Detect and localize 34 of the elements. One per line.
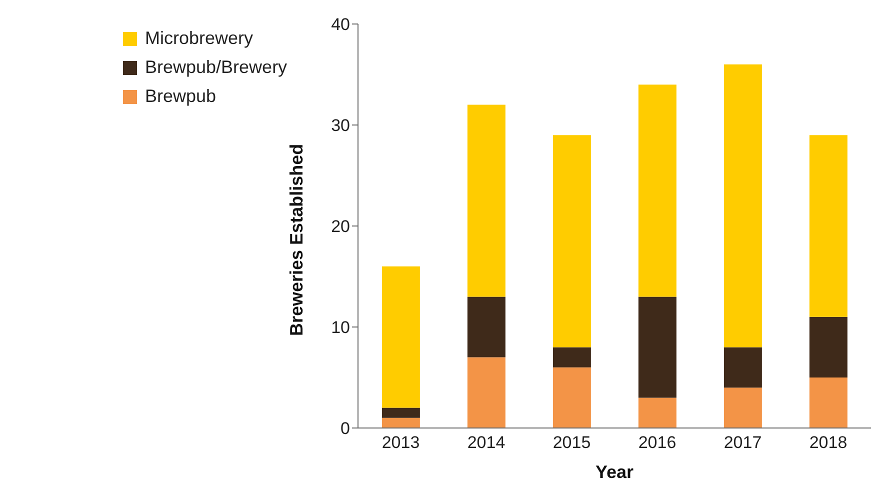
bar	[724, 347, 762, 388]
bar	[467, 296, 506, 358]
bar	[638, 296, 676, 398]
bar	[382, 266, 420, 408]
bar	[638, 398, 676, 428]
legend-label: Brewpub/Brewery	[145, 57, 288, 78]
bar	[724, 64, 762, 348]
bar	[638, 84, 676, 297]
bar	[724, 388, 762, 428]
x-tick-label: 2013	[382, 433, 420, 452]
x-tick-label: 2017	[724, 433, 762, 452]
bar	[809, 135, 848, 317]
bar	[467, 357, 506, 428]
x-tick-label: 2018	[809, 433, 848, 452]
legend-label: Microbrewery	[145, 28, 254, 49]
bar	[552, 135, 591, 348]
y-tick-label: 20	[331, 217, 350, 236]
legend-label: Brewpub	[145, 86, 216, 107]
bar	[809, 378, 848, 428]
x-axis-title: Year	[595, 462, 634, 482]
bar	[467, 104, 506, 297]
bar	[382, 418, 420, 428]
x-tick-label: 2015	[552, 433, 591, 452]
x-tick-label: 2016	[638, 433, 676, 452]
bar	[382, 408, 420, 418]
y-axis-title: Breweries Established	[286, 144, 306, 336]
y-tick-label: 0	[340, 419, 350, 438]
y-tick-label: 30	[331, 116, 350, 136]
x-tick-label: 2014	[467, 433, 506, 452]
y-tick-label: 10	[331, 318, 350, 338]
bar	[552, 347, 591, 368]
bar	[552, 367, 591, 428]
y-tick-label: 40	[331, 15, 350, 34]
bar	[809, 316, 848, 378]
